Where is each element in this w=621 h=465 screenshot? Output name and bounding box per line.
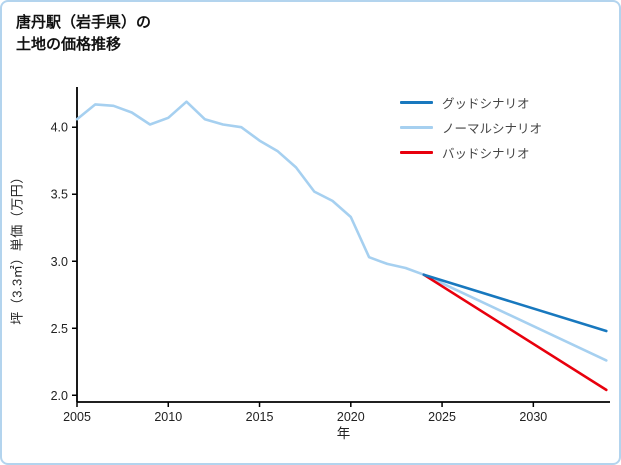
legend: グッドシナリオ ノーマルシナリオ バッドシナリオ: [400, 90, 542, 165]
x-tick-label: 2030: [519, 410, 547, 424]
x-tick-label: 2010: [154, 410, 182, 424]
y-tick-label: 3.0: [51, 255, 68, 269]
y-axis-label: 坪（3.3㎡）単価（万円）: [9, 170, 25, 325]
x-axis-label: 年: [336, 426, 351, 441]
normal-scenario-line-swatch: [400, 126, 433, 129]
y-tick-label: 4.0: [51, 121, 68, 135]
legend-item-bad: バッドシナリオ: [400, 140, 542, 165]
series-line-バッドシナリオ: [422, 273, 608, 392]
legend-item-good: グッドシナリオ: [400, 90, 542, 115]
series-line-グッドシナリオ: [422, 273, 608, 333]
x-tick-label: 2025: [428, 410, 456, 424]
y-tick-label: 2.5: [51, 322, 68, 336]
legend-label-normal: ノーマルシナリオ: [442, 122, 543, 136]
x-tick-label: 2015: [246, 410, 274, 424]
series-line-ノーマルシナリオ: [422, 273, 608, 362]
y-tick-label: 3.5: [51, 188, 68, 202]
chart-title-line1: 唐丹駅（岩手県）の: [16, 14, 152, 31]
legend-label-bad: バッドシナリオ: [442, 147, 530, 161]
bad-scenario-line-swatch: [400, 151, 433, 154]
x-tick-label: 2005: [63, 410, 91, 424]
y-tick-label: 2.0: [51, 389, 68, 403]
legend-label-good: グッドシナリオ: [442, 97, 530, 111]
good-scenario-line-swatch: [400, 101, 433, 104]
series-line-実績: [75, 100, 426, 277]
chart-title: 唐丹駅（岩手県）の 土地の価格推移: [16, 12, 151, 56]
chart-title-line2: 土地の価格推移: [16, 36, 122, 53]
legend-item-normal: ノーマルシナリオ: [400, 115, 542, 140]
x-tick-label: 2020: [337, 410, 365, 424]
